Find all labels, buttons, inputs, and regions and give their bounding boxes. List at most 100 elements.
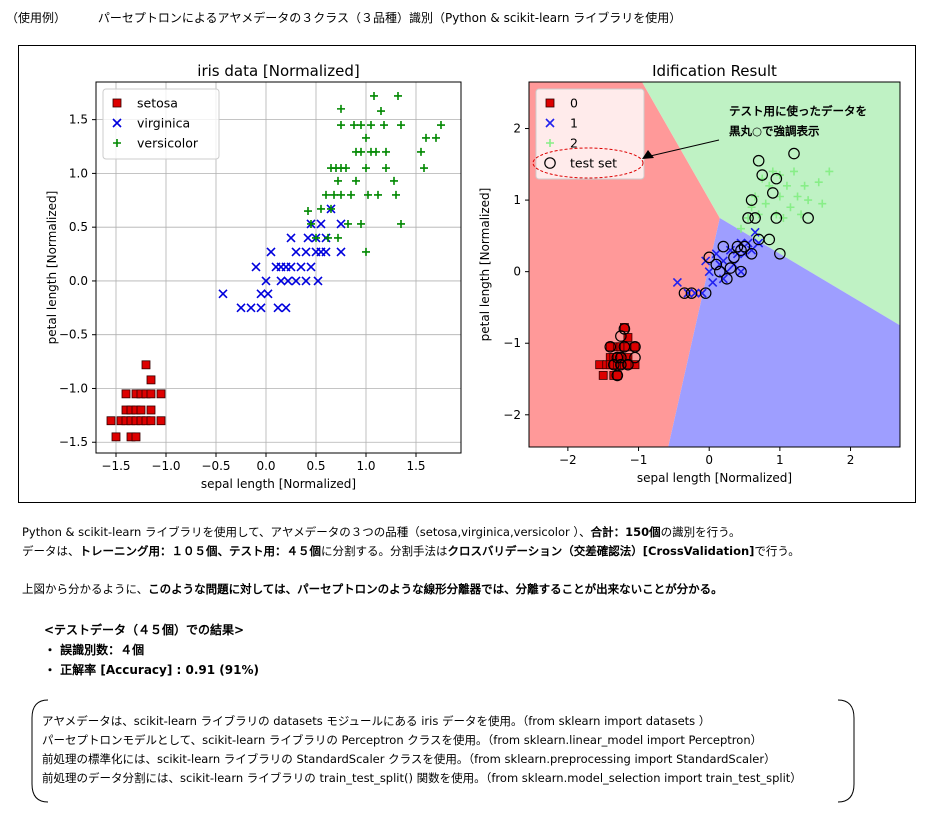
data-point	[392, 190, 400, 199]
data-point	[721, 273, 733, 285]
x-tick-label: 1.5	[406, 459, 425, 473]
plot-frame	[95, 81, 462, 454]
x-tick-label: −1	[630, 453, 648, 467]
desc-text: に分割する。分割手法は	[321, 544, 448, 558]
data-point	[802, 212, 814, 224]
plot-frame	[528, 81, 901, 448]
data-point	[786, 203, 795, 212]
data-point	[301, 247, 311, 257]
data-point	[672, 277, 682, 287]
x-tick-label: −2	[559, 453, 577, 467]
data-point	[251, 262, 261, 272]
data-point	[708, 277, 718, 287]
data-point	[756, 169, 768, 181]
x-tick-label: 0.5	[306, 459, 325, 473]
data-point	[136, 405, 146, 415]
annotation-arrowhead	[642, 150, 654, 159]
data-point	[737, 224, 745, 233]
data-point	[276, 276, 286, 286]
data-point	[623, 333, 633, 342]
data-point	[337, 190, 345, 199]
data-point	[236, 303, 246, 313]
legend-label: versicolor	[137, 136, 199, 151]
data-point	[728, 251, 740, 264]
data-point	[334, 176, 342, 185]
legend: setosa virginica versicolor	[102, 88, 220, 160]
data-point	[699, 287, 712, 299]
data-point	[372, 147, 380, 156]
figure-frame: −1.5 −1.0 −0.5 0.0 0.5 1.0 1.5 −1.5 −1.0 −0.5 0.0 0…	[18, 45, 916, 503]
data-point	[825, 167, 834, 176]
data-point	[146, 416, 156, 426]
data-point	[370, 91, 378, 100]
data-point	[336, 247, 346, 257]
data-point	[770, 212, 783, 224]
data-point	[312, 233, 320, 242]
note-line: パーセプトロンモデルとして、scikit-learn ライブラリの Percep…	[42, 733, 763, 747]
data-point	[362, 164, 370, 173]
data-point	[697, 288, 707, 298]
y-tick-label: 1	[513, 193, 521, 207]
data-point	[397, 219, 405, 228]
data-point	[615, 358, 627, 371]
data-point	[261, 276, 271, 286]
data-point	[334, 233, 342, 242]
data-point	[612, 371, 622, 380]
data-point	[432, 133, 440, 142]
legend-label: 0	[570, 96, 578, 111]
data-point	[611, 369, 624, 382]
data-point	[604, 341, 617, 353]
data-point	[766, 187, 779, 199]
results-block: <テストデータ（４５個）での結果> ・ 誤識別数：４個 ・ 正解率 [Accur…	[44, 620, 259, 680]
data-point	[744, 213, 753, 222]
data-point	[286, 233, 296, 243]
data-point	[717, 240, 730, 253]
data-point	[615, 351, 627, 364]
data-point	[146, 375, 156, 385]
data-point	[357, 147, 365, 156]
data-point	[685, 287, 698, 299]
data-point	[273, 303, 283, 313]
data-point	[731, 240, 744, 253]
data-point	[374, 190, 382, 199]
legend-box	[535, 88, 645, 180]
data-point	[394, 91, 402, 100]
description-line-1: Python & scikit-learn ライブラリを使用して、アヤメデータの…	[22, 524, 740, 540]
data-point	[256, 289, 266, 299]
data-point	[598, 371, 608, 380]
data-point	[793, 192, 802, 201]
chart-1: −1.5 −1.0 −0.5 0.0 0.5 1.0 1.5 −1.5 −1.0 −0.5 0.0 0…	[45, 62, 462, 491]
results-heading: <テストデータ（４５個）での結果>	[44, 623, 245, 637]
data-point	[390, 176, 398, 185]
description-line-2: データは、トレーニング用：１０５個、テスト用：４５個に分割する。分割手法はクロス…	[22, 543, 800, 559]
data-point	[266, 247, 276, 257]
chart-title: iris data [Normalized]	[197, 62, 359, 80]
notes-brackets	[31, 699, 855, 803]
data-point	[347, 190, 355, 199]
page-header: （使用例） パーセプトロンによるアヤメデータの３クラス（３品種）識別（Pytho…	[6, 9, 681, 26]
data-point	[747, 203, 756, 212]
data-point	[738, 240, 751, 253]
x-tick-label: −1.0	[151, 459, 180, 473]
data-point	[291, 276, 301, 286]
figure-svg: −1.5 −1.0 −0.5 0.0 0.5 1.0 1.5 −1.5 −1.0 −0.5 0.0 0…	[45, 62, 901, 491]
data-point	[382, 147, 390, 156]
x-tick-label: 2	[847, 453, 855, 467]
desc-bold: トレーニング用：１０５個、テスト用：４５個	[79, 544, 322, 558]
data-point	[357, 219, 365, 228]
data-point	[629, 351, 641, 364]
x-tick-label: 0.0	[256, 459, 275, 473]
desc-text: で行う。	[754, 544, 800, 558]
legend-label: 1	[570, 116, 578, 131]
data-point	[800, 181, 809, 190]
example-label: （使用例）	[6, 11, 67, 25]
y-axis-label: petal length [Normalized]	[478, 188, 492, 342]
data-point	[106, 416, 116, 426]
data-point	[607, 358, 620, 371]
data-points	[106, 91, 445, 442]
data-point	[357, 121, 365, 130]
chart-2: −2 −1 0 1 2 −2 −1 0 1 2 Idification Result sepal le…	[478, 62, 901, 485]
legend-marker	[545, 118, 555, 128]
data-point	[611, 351, 624, 364]
